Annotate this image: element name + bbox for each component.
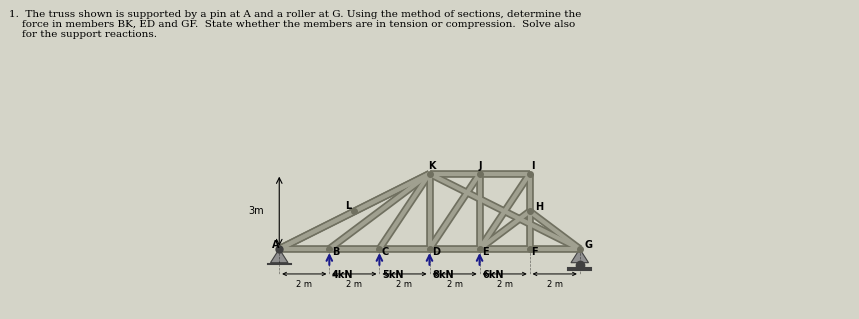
Text: 2 m: 2 m bbox=[546, 280, 563, 289]
Text: L: L bbox=[345, 201, 352, 211]
Text: F: F bbox=[531, 247, 538, 257]
Text: 4kN: 4kN bbox=[332, 270, 353, 280]
Text: 6kN: 6kN bbox=[482, 270, 503, 280]
Text: C: C bbox=[382, 247, 389, 257]
Polygon shape bbox=[571, 249, 588, 263]
Text: 2 m: 2 m bbox=[497, 280, 513, 289]
Text: 8kN: 8kN bbox=[432, 270, 454, 280]
Text: B: B bbox=[332, 247, 339, 257]
Text: 2 m: 2 m bbox=[346, 280, 362, 289]
Text: I: I bbox=[531, 161, 534, 171]
Text: 2 m: 2 m bbox=[296, 280, 313, 289]
Text: J: J bbox=[478, 161, 482, 171]
Text: H: H bbox=[534, 202, 543, 212]
Text: K: K bbox=[429, 161, 436, 171]
Text: 1.  The truss shown is supported by a pin at A and a roller at G. Using the meth: 1. The truss shown is supported by a pin… bbox=[9, 10, 581, 39]
Text: D: D bbox=[432, 247, 440, 257]
Text: A: A bbox=[271, 240, 279, 250]
Polygon shape bbox=[271, 249, 288, 263]
Text: 2 m: 2 m bbox=[397, 280, 412, 289]
Text: E: E bbox=[482, 247, 489, 257]
Text: 5kN: 5kN bbox=[382, 270, 404, 280]
Text: 2 m: 2 m bbox=[447, 280, 462, 289]
Text: 3m: 3m bbox=[248, 206, 265, 216]
Text: G: G bbox=[585, 240, 593, 250]
